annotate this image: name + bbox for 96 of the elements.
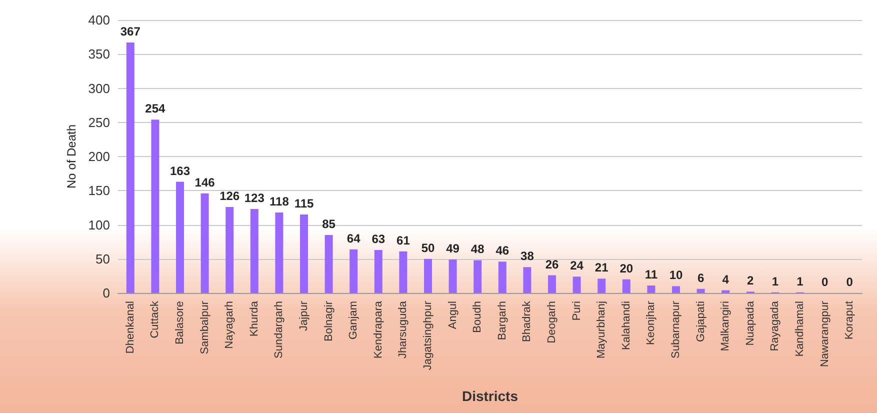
bar bbox=[424, 258, 432, 293]
y-tick-label: 250 bbox=[88, 114, 110, 130]
x-axis-title: Districts bbox=[462, 388, 518, 404]
bar bbox=[448, 260, 457, 293]
data-label: 123 bbox=[244, 191, 265, 206]
bar bbox=[151, 120, 160, 293]
bar bbox=[622, 279, 630, 293]
data-label: 0 bbox=[846, 275, 854, 289]
data-label: 64 bbox=[346, 231, 361, 246]
data-label: 1 bbox=[796, 274, 804, 288]
x-tick-label: Subarnapur bbox=[670, 300, 682, 358]
bar bbox=[275, 212, 284, 293]
bar bbox=[374, 250, 382, 293]
data-label: 21 bbox=[594, 260, 609, 275]
x-tick-label: Keonjhar bbox=[645, 300, 658, 346]
y-tick-label: 200 bbox=[88, 149, 110, 164]
x-tick-label: Malkangiri bbox=[720, 301, 732, 352]
bar bbox=[598, 278, 606, 293]
x-tick-label: Mayurbhanj bbox=[596, 301, 608, 358]
data-label: 0 bbox=[821, 275, 828, 289]
x-tick-label: Ganjam bbox=[348, 301, 360, 340]
data-label: 38 bbox=[520, 249, 534, 264]
bar bbox=[548, 275, 556, 293]
bar bbox=[250, 209, 258, 293]
data-label: 61 bbox=[396, 233, 410, 248]
bar bbox=[474, 260, 482, 293]
data-label: 6 bbox=[697, 270, 704, 285]
x-tick-label: Balasore bbox=[174, 301, 186, 344]
x-tick-label: Kandhamal bbox=[794, 301, 806, 357]
x-tick-label: Cuttack bbox=[149, 300, 162, 338]
x-tick-label: Bolnagir bbox=[322, 300, 335, 342]
data-label: 85 bbox=[322, 216, 336, 231]
x-tick-label: Sundargarh bbox=[273, 301, 286, 358]
x-tick-label: Sambalpur bbox=[198, 300, 211, 354]
bar bbox=[300, 214, 308, 293]
y-tick-label: 50 bbox=[96, 251, 110, 266]
bar bbox=[672, 286, 680, 293]
data-label: 24 bbox=[570, 258, 584, 273]
y-tick-label: 100 bbox=[88, 217, 110, 232]
data-label: 50 bbox=[421, 240, 435, 255]
data-label: 48 bbox=[470, 242, 485, 256]
bar bbox=[126, 42, 134, 293]
data-label: 4 bbox=[722, 272, 730, 286]
x-tick-label: Boudh bbox=[472, 301, 484, 333]
x-tick-label: Jajpur bbox=[298, 300, 310, 331]
data-label: 163 bbox=[170, 164, 190, 178]
bar bbox=[498, 262, 506, 293]
x-tick-label: Rayagada bbox=[769, 300, 782, 352]
bar bbox=[350, 249, 358, 293]
bar bbox=[176, 182, 184, 293]
x-tick-label: Dhenkanal bbox=[124, 301, 136, 354]
x-tick-label: Bhadrak bbox=[521, 300, 534, 342]
data-label: 26 bbox=[545, 257, 559, 272]
bar bbox=[399, 251, 408, 293]
y-tick-label: 350 bbox=[88, 46, 110, 62]
x-tick-label: Khurda bbox=[248, 300, 260, 336]
data-label: 63 bbox=[372, 232, 386, 246]
bar bbox=[696, 288, 705, 293]
data-label: 254 bbox=[145, 102, 166, 116]
data-label: 367 bbox=[120, 24, 141, 39]
x-tick-label: Jharsuguda bbox=[397, 300, 410, 358]
x-tick-label: Kendrapara bbox=[372, 300, 384, 358]
y-tick-label: 0 bbox=[102, 286, 110, 300]
y-tick-label: 150 bbox=[88, 183, 110, 198]
x-tick-label: Angul bbox=[446, 301, 459, 330]
data-label: 20 bbox=[620, 261, 634, 276]
bar bbox=[324, 234, 333, 293]
bar bbox=[523, 267, 532, 293]
x-tick-label: Gajapati bbox=[694, 301, 707, 342]
y-axis-title: No of Death bbox=[64, 124, 78, 189]
data-label: 11 bbox=[644, 267, 658, 282]
data-label: 49 bbox=[446, 242, 460, 256]
x-tick-label: Bargarh bbox=[496, 301, 508, 340]
x-tick-label: Deogarh bbox=[546, 301, 558, 344]
y-tick-label: 300 bbox=[88, 80, 110, 96]
x-tick-label: Nawarangpur bbox=[818, 300, 831, 368]
data-label: 146 bbox=[194, 175, 216, 190]
bar bbox=[226, 207, 234, 293]
data-label: 2 bbox=[747, 274, 754, 288]
data-label: 126 bbox=[220, 189, 240, 204]
data-label: 1 bbox=[772, 274, 779, 288]
x-tick-label: Koraput bbox=[844, 301, 856, 340]
x-tick-label: Kalahandi bbox=[620, 301, 632, 350]
bar bbox=[200, 193, 209, 293]
bar bbox=[572, 276, 581, 293]
x-tick-label: Puri bbox=[570, 301, 583, 321]
bar bbox=[647, 285, 656, 293]
data-label: 10 bbox=[669, 268, 683, 282]
data-label: 115 bbox=[294, 196, 314, 211]
x-tick-label: Nayagarh bbox=[224, 301, 236, 349]
x-tick-label: Jagatsinghpur bbox=[422, 300, 434, 370]
y-tick-label: 400 bbox=[88, 12, 110, 28]
data-label: 46 bbox=[496, 244, 510, 258]
x-tick-label: Nuapada bbox=[744, 300, 756, 346]
data-label: 118 bbox=[270, 194, 290, 208]
bar bbox=[722, 290, 730, 293]
